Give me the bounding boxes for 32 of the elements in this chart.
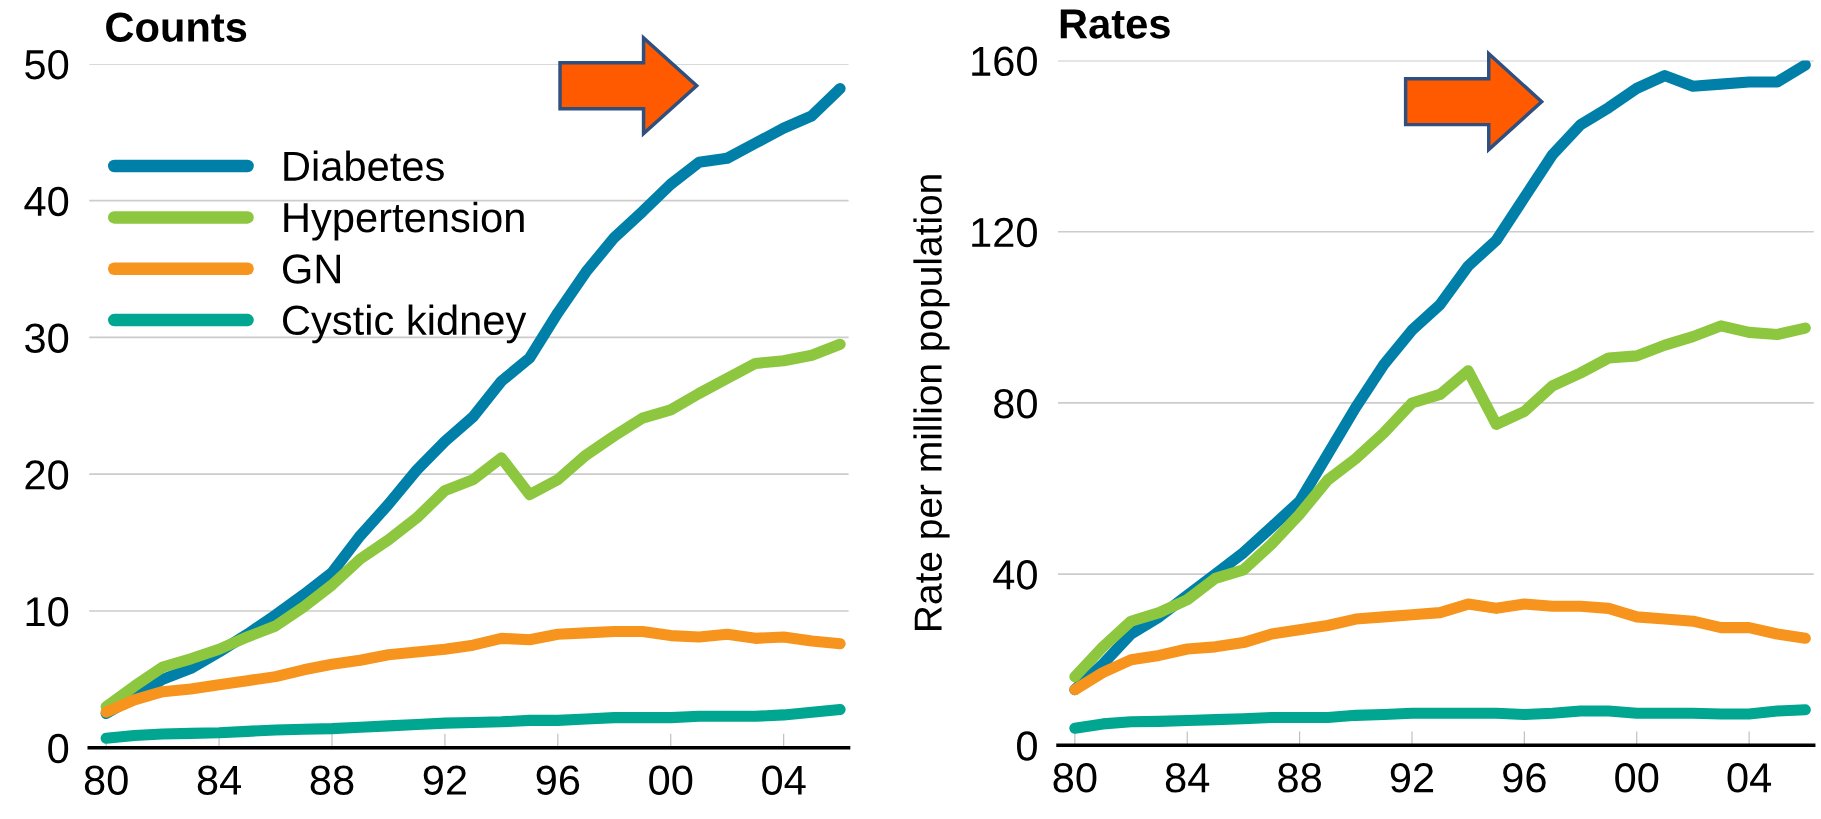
y-tick-label: 10 [26,596,69,627]
legend-label: Diabetes [284,150,444,182]
y-tick-label: 0 [48,733,69,764]
x-tick-label: 92 [423,765,466,796]
y-tick-label: 50 [25,49,69,80]
y-tick-label: 40 [24,186,69,217]
y-tick-label: 20 [25,460,69,490]
y-tick-label: 40 [993,560,1037,590]
x-tick-label: 84 [1165,763,1210,793]
x-tick-label: 80 [84,765,128,796]
chart-title: Counts [106,12,247,42]
chart-title: Rates [1060,9,1170,39]
x-tick-label: 04 [762,765,806,796]
y-tick-label: 80 [994,388,1037,419]
x-tick-label: 84 [197,765,242,796]
x-tick-label: 96 [1503,763,1546,793]
x-tick-label: 00 [1615,763,1659,793]
x-tick-label: 04 [1727,763,1772,793]
y-tick-label: 160 [972,46,1037,77]
x-tick-label: 80 [1053,763,1097,793]
legend-label: GN [282,254,340,284]
x-tick-label: 88 [310,765,354,796]
legend-label: Hypertension [284,201,524,241]
x-tick-label: 00 [649,765,693,796]
y-tick-label: 120 [972,217,1037,248]
y-tick-label: 30 [25,323,69,353]
x-tick-label: 88 [1278,763,1321,793]
x-tick-label: 92 [1390,763,1434,793]
y-tick-label: 0 [1017,731,1037,761]
x-tick-label: 96 [536,765,580,796]
legend-label: Cystic kidney [283,304,527,344]
y-axis-title: Rate per million population [913,175,950,630]
